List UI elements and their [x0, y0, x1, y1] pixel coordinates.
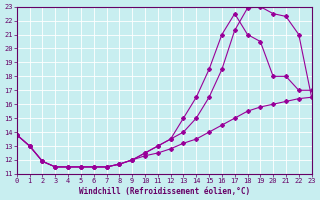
X-axis label: Windchill (Refroidissement éolien,°C): Windchill (Refroidissement éolien,°C)	[79, 187, 250, 196]
